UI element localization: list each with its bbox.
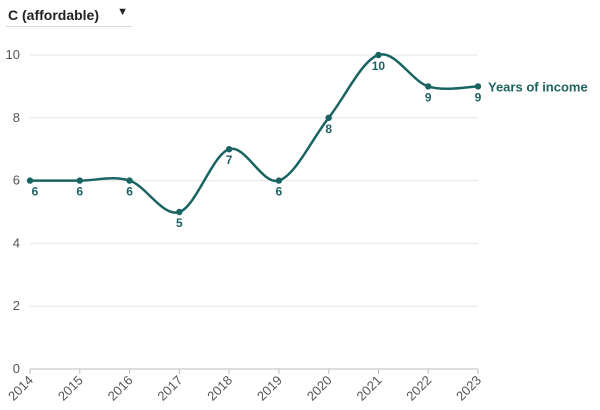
data-label: 6	[126, 185, 133, 199]
y-tick-label: 2	[13, 298, 20, 313]
data-point	[325, 114, 332, 122]
data-point	[126, 177, 133, 184]
y-tick-label: 0	[13, 361, 20, 376]
x-tick-label: 2022	[403, 373, 434, 404]
x-tick-label: 2020	[304, 373, 335, 404]
x-tick-label: 2021	[354, 373, 385, 404]
data-point	[176, 208, 183, 216]
series-label: Years of income	[488, 79, 588, 94]
data-point	[375, 51, 382, 59]
data-label: 6	[32, 185, 39, 199]
x-tick-label: 2015	[55, 373, 86, 404]
data-label: 6	[276, 185, 283, 199]
y-tick-label: 4	[13, 235, 20, 250]
data-point	[76, 177, 83, 184]
y-tick-label: 6	[13, 173, 20, 188]
x-tick-label: 2014	[5, 373, 36, 404]
series-selector-dropdown[interactable]: C (affordable) ▼	[6, 4, 132, 27]
data-label: 9	[475, 90, 482, 104]
data-label: 10	[372, 59, 386, 73]
x-tick-label: 2019	[254, 373, 285, 404]
x-tick-label: 2017	[154, 373, 185, 404]
data-label: 5	[176, 216, 183, 230]
y-tick-label: 8	[13, 110, 20, 125]
data-point	[26, 177, 34, 184]
series-line	[29, 53, 479, 214]
data-point	[425, 83, 432, 90]
data-label: 9	[425, 90, 432, 104]
x-tick-label: 2018	[204, 373, 235, 404]
data-label: 6	[76, 185, 83, 199]
data-label: 7	[226, 153, 233, 167]
data-point	[474, 83, 482, 90]
selector-value: C (affordable)	[8, 7, 99, 23]
data-label: 8	[325, 122, 332, 136]
y-tick-label: 10	[6, 47, 20, 62]
data-point	[275, 177, 283, 184]
x-tick-label: 2016	[105, 373, 136, 404]
caret-down-icon: ▼	[117, 6, 128, 18]
x-tick-label: 2023	[453, 373, 484, 404]
data-point	[225, 146, 233, 153]
